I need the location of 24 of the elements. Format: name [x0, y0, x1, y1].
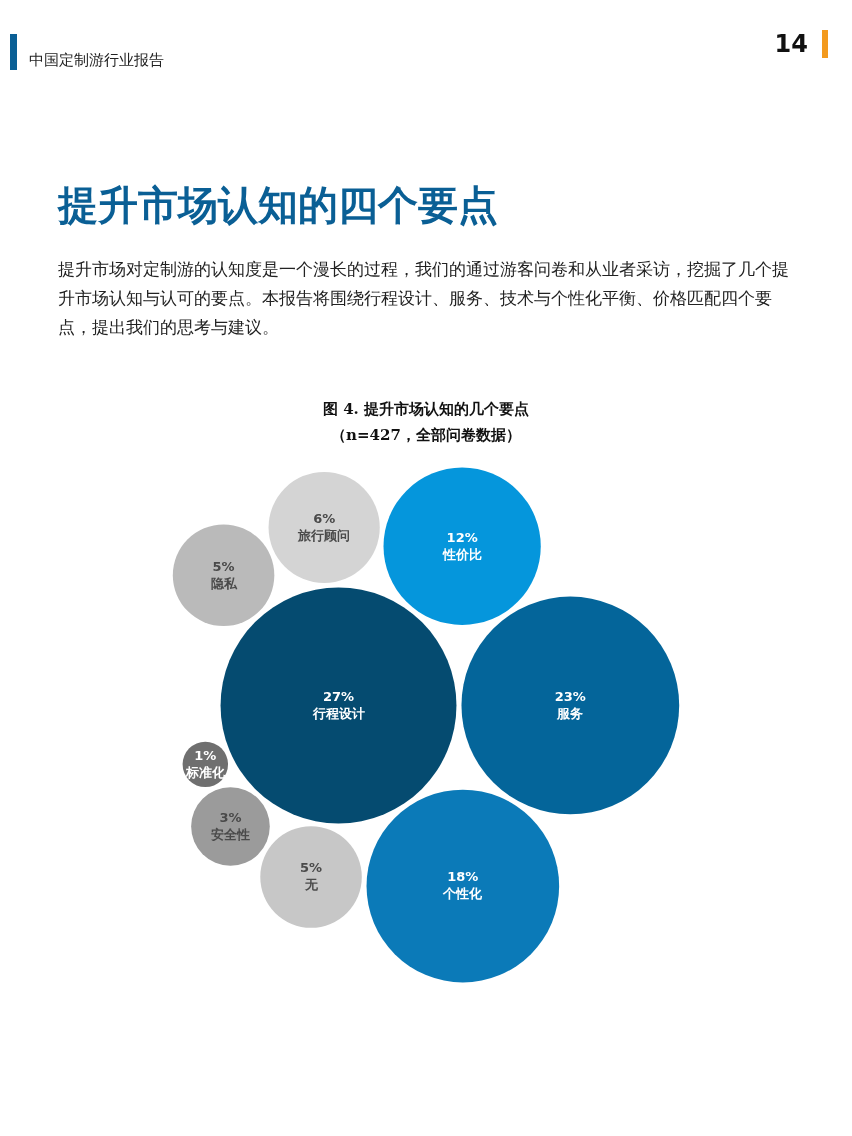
- data-label: 5%: [300, 860, 323, 876]
- text: 14: [774, 30, 828, 58]
- category-label: 行程设计: [311, 705, 365, 721]
- category-label: 无: [303, 877, 319, 893]
- data-label: 5%: [212, 558, 235, 574]
- data-label: 1%: [194, 747, 217, 763]
- category-label: 标准化: [184, 764, 226, 780]
- text: 图 4. 提升市场认知的几个要点: [321, 399, 531, 420]
- category-label: 服务: [556, 705, 584, 721]
- category-label: 性价比: [441, 546, 482, 562]
- category-label: 隐私: [210, 575, 238, 591]
- category-label: 个性化: [442, 886, 484, 902]
- data-label: 3%: [219, 809, 242, 825]
- text: 提升市场认知的四个要点: [58, 181, 498, 230]
- data-label: 23%: [554, 688, 586, 704]
- data-label: 6%: [313, 510, 336, 526]
- category-label: 安全性: [210, 826, 250, 842]
- data-label: 18%: [447, 869, 479, 885]
- text: （n=427，全部问卷数据）: [330, 425, 522, 446]
- data-label: 12%: [446, 529, 478, 545]
- text: 中国定制游行业报告: [10, 34, 164, 70]
- text: 提升市场对定制游的认知度是一个漫长的过程，我们的通过游客问卷和从业者采访，挖掘了几个提升市场认知与认可的要点。本报告将围绕行程设计、服务、技术与个性化平衡、价格匹配四个要点，提出我们的思考与建议。: [58, 258, 790, 339]
- data-label: 27%: [322, 688, 355, 704]
- category-label: 旅行顾问: [297, 527, 351, 543]
